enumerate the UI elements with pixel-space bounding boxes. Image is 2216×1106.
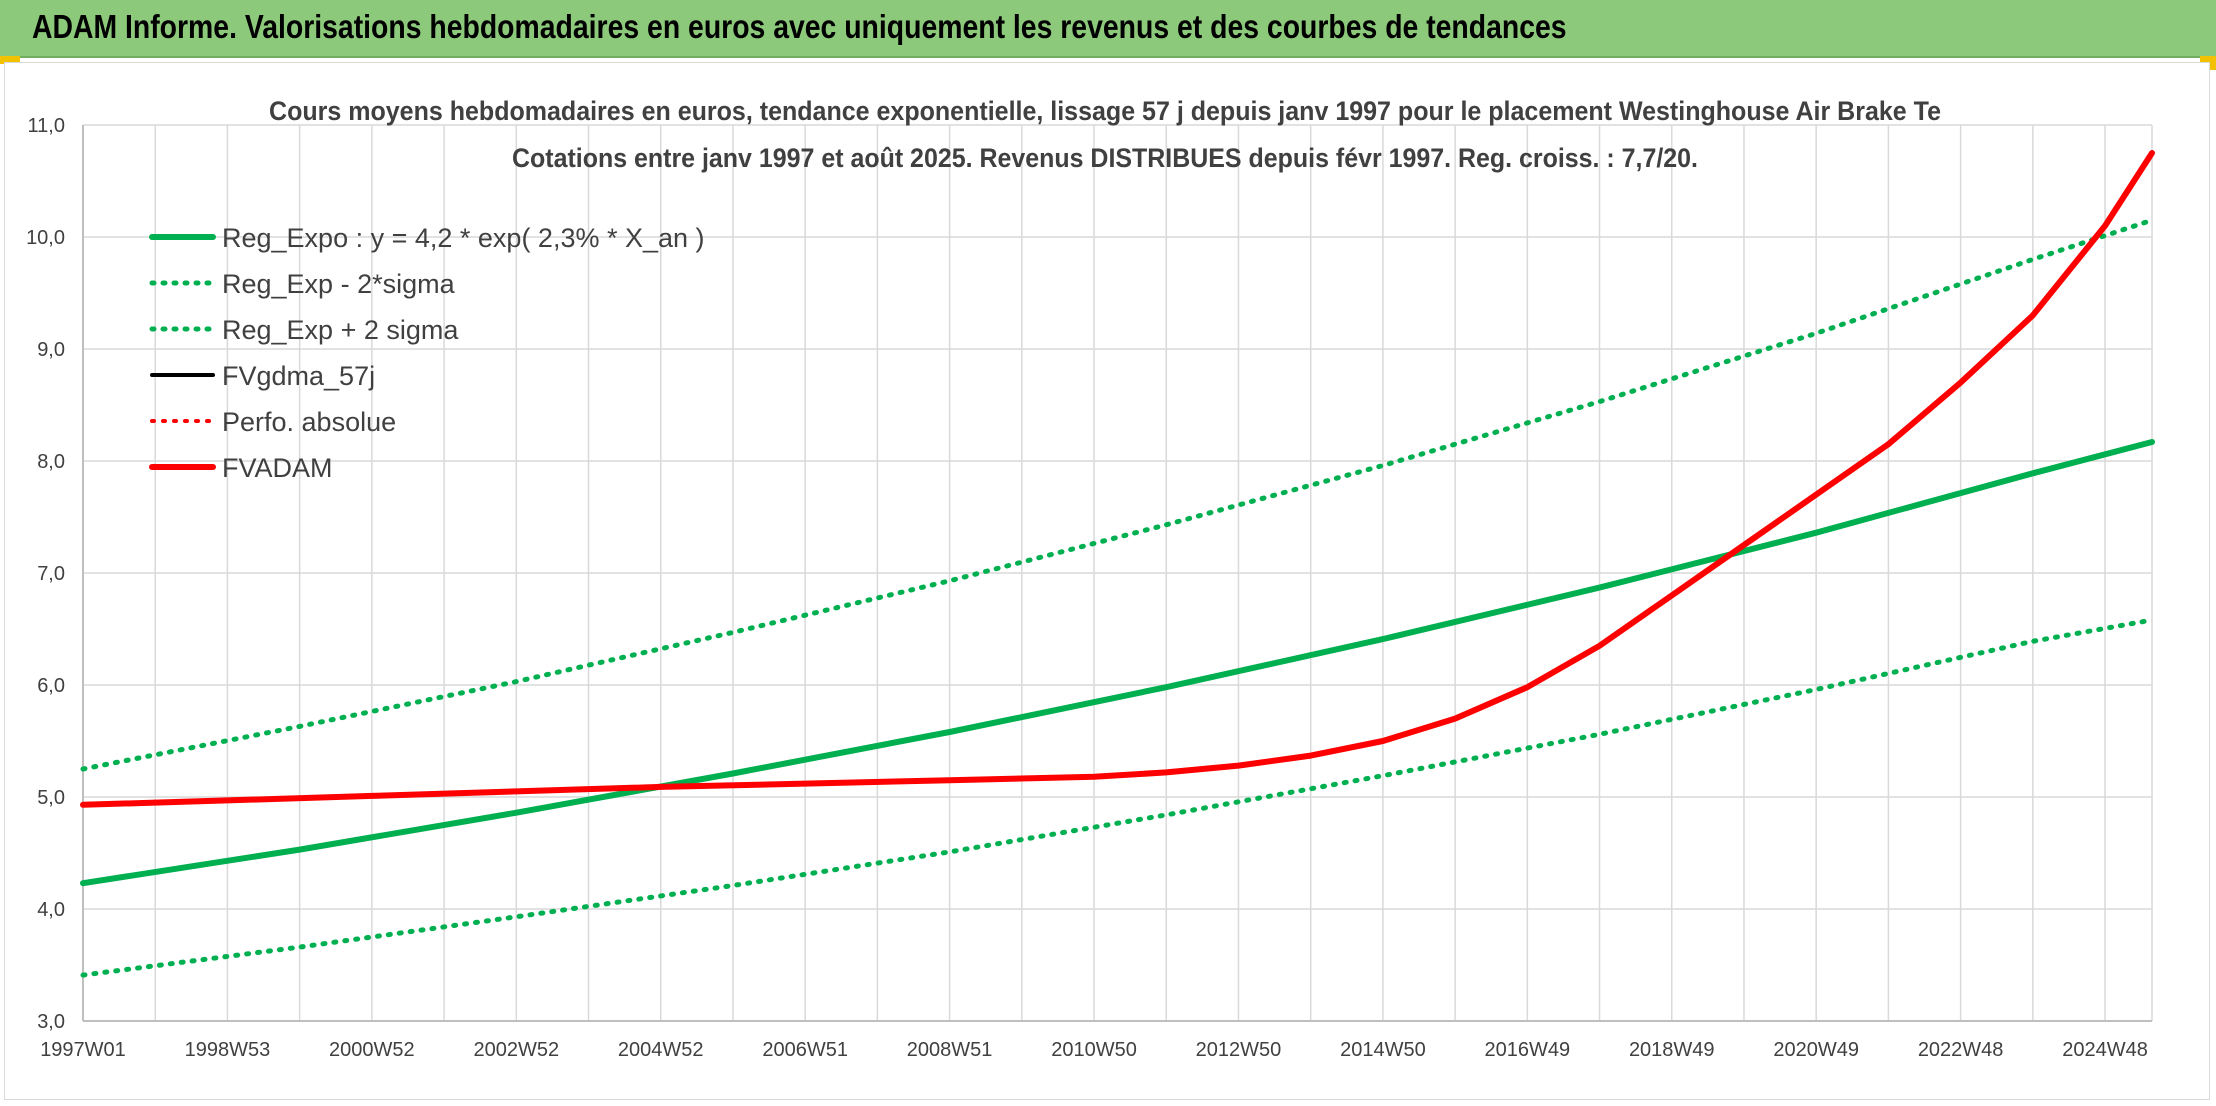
x-tick-label: 2000W52 <box>329 1039 415 1061</box>
axes <box>82 125 2152 1022</box>
series-line-6 <box>80 150 2155 808</box>
legend-label: Perfo. absolue <box>222 407 396 437</box>
x-tick-label: 2006W51 <box>762 1039 848 1061</box>
x-tick-label: 2016W49 <box>1485 1039 1571 1061</box>
x-tick-label: 2014W50 <box>1340 1039 1426 1061</box>
x-tick-label: 2018W49 <box>1629 1039 1715 1061</box>
y-tick-label: 11,0 <box>28 115 65 137</box>
y-tick-label: 10,0 <box>26 227 65 249</box>
y-tick-label: 9,0 <box>37 339 65 361</box>
legend-label: Reg_Exp + 2 sigma <box>222 315 459 345</box>
legend-label: FVgdma_57j <box>222 361 375 391</box>
y-tick-label: 5,0 <box>37 787 65 809</box>
y-tick-label: 4,0 <box>37 899 65 921</box>
x-tick-label: 2022W48 <box>1918 1039 2004 1061</box>
x-tick-label: 2024W48 <box>2062 1039 2148 1061</box>
chart-title-line-2: Cotations entre janv 1997 et août 2025. … <box>512 143 1698 173</box>
x-tick-label: 2012W50 <box>1196 1039 1282 1061</box>
y-tick-labels: 3,0 4,0 5,0 6,0 7,0 8,0 9,0 10,0 11,0 <box>26 115 65 1033</box>
series-lines <box>80 150 2155 978</box>
grid-lines <box>82 124 2153 1022</box>
series-line-2 <box>80 617 2155 978</box>
y-tick-label: 8,0 <box>37 451 65 473</box>
y-tick-label: 7,0 <box>37 563 65 585</box>
report-title: ADAM Informe. Valorisations hebdomadaire… <box>32 8 1567 45</box>
legend: Reg_Expo : y = 4,2 * exp( 2,3% * X_an ) R… <box>149 223 705 483</box>
x-tick-label: 2002W52 <box>473 1039 559 1061</box>
legend-label: FVADAM <box>222 453 333 483</box>
chart-title-line-1: Cours moyens hebdomadaires en euros, ten… <box>269 96 1941 126</box>
corner-accent-left <box>0 56 20 64</box>
x-tick-label: 2004W52 <box>618 1039 704 1061</box>
report-banner: ADAM Informe. Valorisations hebdomadaire… <box>0 0 2216 58</box>
x-tick-label: 2008W51 <box>907 1039 993 1061</box>
x-tick-label: 2020W49 <box>1773 1039 1859 1061</box>
y-tick-label: 6,0 <box>37 675 65 697</box>
y-tick-label: 3,0 <box>37 1011 65 1033</box>
chart-title: Cours moyens hebdomadaires en euros, ten… <box>269 96 1941 173</box>
x-tick-label: 2010W50 <box>1051 1039 1137 1061</box>
x-tick-labels: 1997W01 1998W53 2000W52 2002W52 2004W52 2006W… <box>40 1039 2148 1061</box>
series-line-1 <box>80 439 2155 887</box>
legend-label: Reg_Exp - 2*sigma <box>222 269 456 299</box>
series-line-3 <box>80 217 2155 772</box>
x-tick-label: 1997W01 <box>40 1039 126 1061</box>
x-tick-label: 1998W53 <box>185 1039 271 1061</box>
legend-label: Reg_Expo : y = 4,2 * exp( 2,3% * X_an ) <box>222 223 705 253</box>
